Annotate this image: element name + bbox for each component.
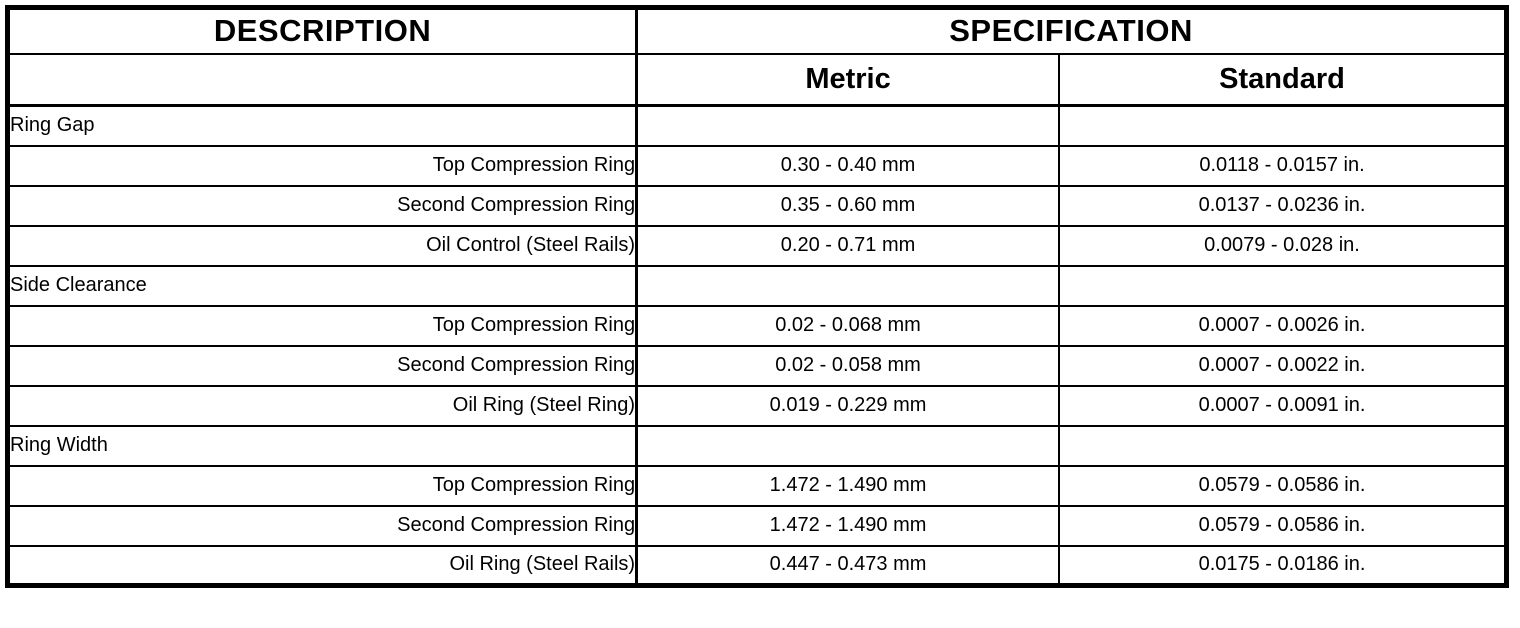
table-row: Top Compression Ring 0.02 - 0.068 mm 0.0… <box>6 304 1508 347</box>
table-row: Top Compression Ring 1.472 - 1.490 mm 0.… <box>6 464 1508 507</box>
standard-value: 0.0579 - 0.0586 in. <box>1057 504 1508 547</box>
row-label: Oil Ring (Steel Ring) <box>6 384 638 427</box>
standard-value: 0.0175 - 0.0186 in. <box>1057 544 1508 587</box>
metric-value: 1.472 - 1.490 mm <box>635 504 1060 547</box>
header-row-primary: DESCRIPTION SPECIFICATION <box>6 6 1508 55</box>
empty-cell <box>635 264 1060 307</box>
metric-value: 0.02 - 0.068 mm <box>635 304 1060 347</box>
standard-value: 0.0079 - 0.028 in. <box>1057 224 1508 267</box>
table-row: Oil Ring (Steel Rails) 0.447 - 0.473 mm … <box>6 544 1508 587</box>
empty-cell <box>635 104 1060 147</box>
row-label: Second Compression Ring <box>6 184 638 227</box>
column-header-specification: SPECIFICATION <box>635 6 1508 55</box>
metric-value: 0.019 - 0.229 mm <box>635 384 1060 427</box>
metric-value: 0.447 - 0.473 mm <box>635 544 1060 587</box>
column-header-description: DESCRIPTION <box>6 6 638 55</box>
table-row: Second Compression Ring 0.02 - 0.058 mm … <box>6 344 1508 387</box>
empty-cell <box>1057 424 1508 467</box>
section-row: Side Clearance <box>6 264 1508 307</box>
section-row: Ring Width <box>6 424 1508 467</box>
standard-value: 0.0007 - 0.0022 in. <box>1057 344 1508 387</box>
empty-cell <box>1057 104 1508 147</box>
row-label: Second Compression Ring <box>6 344 638 387</box>
section-row: Ring Gap <box>6 104 1508 147</box>
row-label: Top Compression Ring <box>6 144 638 187</box>
empty-cell <box>635 424 1060 467</box>
table-row: Second Compression Ring 0.35 - 0.60 mm 0… <box>6 184 1508 227</box>
section-title: Ring Gap <box>6 104 638 147</box>
standard-value: 0.0118 - 0.0157 in. <box>1057 144 1508 187</box>
column-header-metric: Metric <box>635 52 1060 107</box>
table-row: Top Compression Ring 0.30 - 0.40 mm 0.01… <box>6 144 1508 187</box>
table-row: Second Compression Ring 1.472 - 1.490 mm… <box>6 504 1508 547</box>
row-label: Second Compression Ring <box>6 504 638 547</box>
row-label: Top Compression Ring <box>6 304 638 347</box>
metric-value: 1.472 - 1.490 mm <box>635 464 1060 507</box>
empty-header-cell <box>6 52 638 107</box>
standard-value: 0.0579 - 0.0586 in. <box>1057 464 1508 507</box>
header-row-secondary: Metric Standard <box>6 52 1508 107</box>
section-title: Ring Width <box>6 424 638 467</box>
metric-value: 0.02 - 0.058 mm <box>635 344 1060 387</box>
metric-value: 0.20 - 0.71 mm <box>635 224 1060 267</box>
row-label: Top Compression Ring <box>6 464 638 507</box>
metric-value: 0.30 - 0.40 mm <box>635 144 1060 187</box>
section-title: Side Clearance <box>6 264 638 307</box>
metric-value: 0.35 - 0.60 mm <box>635 184 1060 227</box>
table-row: Oil Ring (Steel Ring) 0.019 - 0.229 mm 0… <box>6 384 1508 427</box>
row-label: Oil Ring (Steel Rails) <box>6 544 638 587</box>
empty-cell <box>1057 264 1508 307</box>
column-header-standard: Standard <box>1057 52 1508 107</box>
standard-value: 0.0007 - 0.0026 in. <box>1057 304 1508 347</box>
standard-value: 0.0007 - 0.0091 in. <box>1057 384 1508 427</box>
row-label: Oil Control (Steel Rails) <box>6 224 638 267</box>
standard-value: 0.0137 - 0.0236 in. <box>1057 184 1508 227</box>
table-row: Oil Control (Steel Rails) 0.20 - 0.71 mm… <box>6 224 1508 267</box>
specification-table: DESCRIPTION SPECIFICATION Metric Standar… <box>5 5 1509 588</box>
